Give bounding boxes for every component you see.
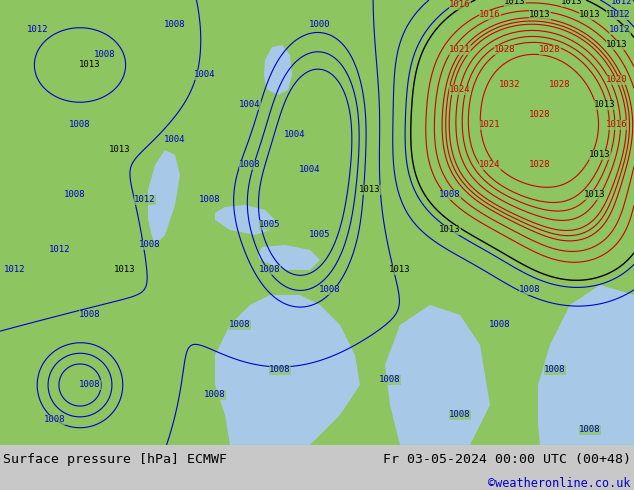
Polygon shape bbox=[215, 205, 275, 235]
Text: 1008: 1008 bbox=[230, 320, 251, 329]
Text: 1005: 1005 bbox=[309, 230, 331, 240]
Text: 1021: 1021 bbox=[479, 121, 501, 129]
Text: 1013: 1013 bbox=[389, 266, 411, 274]
Text: 1028: 1028 bbox=[529, 160, 551, 170]
Text: 1013: 1013 bbox=[585, 191, 605, 199]
Text: 1004: 1004 bbox=[284, 130, 306, 140]
Text: 1008: 1008 bbox=[379, 375, 401, 385]
Text: 1008: 1008 bbox=[239, 160, 261, 170]
Text: 1012: 1012 bbox=[4, 266, 26, 274]
Text: 1005: 1005 bbox=[259, 220, 281, 229]
Text: 1013: 1013 bbox=[606, 41, 628, 49]
Polygon shape bbox=[258, 245, 320, 270]
Text: 1013: 1013 bbox=[529, 10, 551, 20]
Text: 1016: 1016 bbox=[450, 0, 471, 9]
Text: 1012: 1012 bbox=[27, 25, 49, 34]
Polygon shape bbox=[538, 285, 634, 445]
Text: 1013: 1013 bbox=[79, 60, 101, 70]
Text: 1008: 1008 bbox=[94, 50, 116, 59]
Text: 1028: 1028 bbox=[540, 46, 560, 54]
Text: 1008: 1008 bbox=[450, 411, 471, 419]
Text: 1012: 1012 bbox=[134, 196, 156, 204]
Text: 1013: 1013 bbox=[594, 100, 616, 109]
Text: 1012: 1012 bbox=[609, 10, 631, 20]
Text: 1028: 1028 bbox=[529, 110, 551, 120]
Text: 1012: 1012 bbox=[609, 25, 631, 34]
Polygon shape bbox=[264, 45, 292, 95]
Text: 1008: 1008 bbox=[489, 320, 511, 329]
Text: 1008: 1008 bbox=[204, 391, 226, 399]
Text: 1008: 1008 bbox=[519, 286, 541, 294]
Text: 1008: 1008 bbox=[44, 416, 66, 424]
Text: 1013: 1013 bbox=[504, 0, 526, 6]
Text: 1013: 1013 bbox=[114, 266, 136, 274]
Text: 1008: 1008 bbox=[64, 191, 86, 199]
Text: 1028: 1028 bbox=[495, 46, 515, 54]
Text: 1020: 1020 bbox=[606, 75, 628, 84]
Text: 1032: 1032 bbox=[499, 80, 521, 90]
Text: 1008: 1008 bbox=[259, 266, 281, 274]
Text: 1008: 1008 bbox=[320, 286, 340, 294]
Text: ©weatheronline.co.uk: ©weatheronline.co.uk bbox=[488, 477, 631, 490]
Text: 1008: 1008 bbox=[69, 121, 91, 129]
Text: 1012: 1012 bbox=[611, 0, 633, 6]
Text: 1008: 1008 bbox=[164, 21, 186, 29]
Text: 1016: 1016 bbox=[479, 10, 501, 20]
Text: 1021: 1021 bbox=[450, 46, 471, 54]
Text: 1013: 1013 bbox=[439, 225, 461, 234]
Text: 1004: 1004 bbox=[164, 135, 186, 145]
Text: 1008: 1008 bbox=[544, 366, 566, 374]
Text: 1008: 1008 bbox=[139, 241, 161, 249]
Text: 1004: 1004 bbox=[299, 166, 321, 174]
Polygon shape bbox=[215, 295, 360, 445]
Text: 1008: 1008 bbox=[79, 380, 101, 390]
Text: 1000: 1000 bbox=[309, 21, 331, 29]
Text: 1013: 1013 bbox=[606, 10, 628, 20]
Text: 1013: 1013 bbox=[359, 186, 381, 195]
Text: 1024: 1024 bbox=[450, 85, 471, 95]
Text: 1013: 1013 bbox=[561, 0, 583, 6]
Text: 1004: 1004 bbox=[239, 100, 261, 109]
Text: 1008: 1008 bbox=[199, 196, 221, 204]
Text: 1008: 1008 bbox=[579, 425, 601, 435]
Text: 1008: 1008 bbox=[269, 366, 291, 374]
Text: Surface pressure [hPa] ECMWF: Surface pressure [hPa] ECMWF bbox=[3, 453, 227, 466]
Text: 1024: 1024 bbox=[479, 160, 501, 170]
Text: 1028: 1028 bbox=[549, 80, 571, 90]
Text: Fr 03-05-2024 00:00 UTC (00+48): Fr 03-05-2024 00:00 UTC (00+48) bbox=[383, 453, 631, 466]
Text: 1012: 1012 bbox=[49, 245, 71, 254]
Text: 1013: 1013 bbox=[579, 10, 601, 20]
Polygon shape bbox=[385, 305, 490, 445]
Text: 1016: 1016 bbox=[606, 121, 628, 129]
Text: 1004: 1004 bbox=[194, 71, 216, 79]
Text: 1013: 1013 bbox=[109, 146, 131, 154]
Text: 1013: 1013 bbox=[589, 150, 611, 159]
Text: 1008: 1008 bbox=[439, 191, 461, 199]
Polygon shape bbox=[148, 150, 180, 245]
Text: 1008: 1008 bbox=[79, 311, 101, 319]
